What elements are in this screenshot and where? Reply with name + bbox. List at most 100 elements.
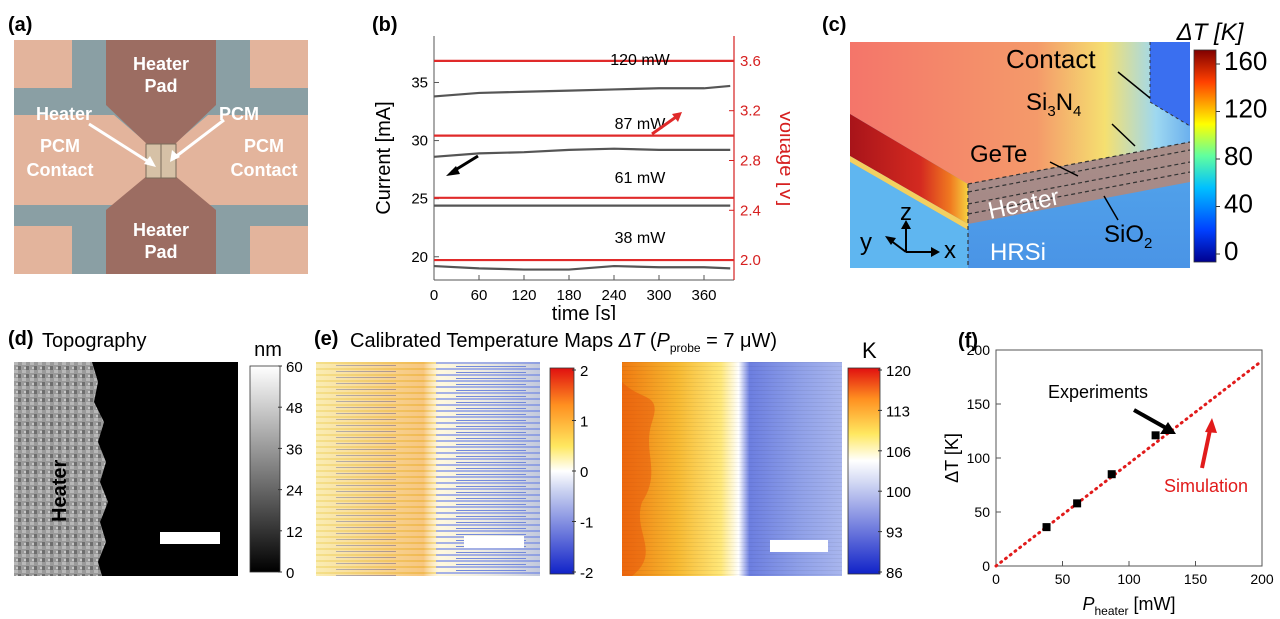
panel-f-experiment-point-3 xyxy=(1151,431,1160,440)
panel-b-x-tick-1: 60 xyxy=(471,287,488,304)
panel-e-colorbar-2-tick-1: 113 xyxy=(886,403,910,420)
panel-b-x-tick-5: 300 xyxy=(646,287,671,304)
panel-b-y-tick-1: 25 xyxy=(411,191,428,208)
panel-b-x-tick-4: 240 xyxy=(601,287,626,304)
panel-e-title: Calibrated Temperature Maps ΔT (Pprobe =… xyxy=(350,330,778,355)
panel-f-x-tick-3: 150 xyxy=(1184,571,1208,587)
panel-c-axis-y: y xyxy=(860,229,872,256)
panel-b-y2-tick-4: 3.6 xyxy=(740,53,761,70)
panel-c-gete-label: GeTe xyxy=(970,141,1027,168)
panel-c-colorbar-tick-4: 0 xyxy=(1224,236,1238,266)
panel-e-colorbar-1-tick-1: 1 xyxy=(580,414,588,431)
panel-b-y2label: Voltage [V] xyxy=(775,110,790,207)
panel-b-red-arrow xyxy=(651,115,677,136)
panel-a-micrograph: Heater Pad Heater Pad PCM Contact PCM Co… xyxy=(14,40,308,274)
panel-d-colorbar-tick-1: 48 xyxy=(286,400,303,417)
panel-a-left-contact-line2: Contact xyxy=(27,160,94,180)
panel-f-simulation-label: Simulation xyxy=(1164,476,1248,496)
panel-f-simulation-arrow xyxy=(1200,429,1212,469)
panel-c-colorbar-tick-0: 160 xyxy=(1224,46,1267,76)
panel-a-pcm-arrow-label: PCM xyxy=(219,104,259,124)
panel-f-x-tick-4: 200 xyxy=(1250,571,1274,587)
panel-c-colorbar-title: ΔT [K] xyxy=(1176,19,1245,46)
panel-f-chart: 0 50 100 150 200 0 50 100 150 200 Pheater [mW] ΔT [… xyxy=(942,342,1274,618)
panel-c-sio2-label: SiO2 xyxy=(1104,221,1152,252)
panel-a-right-contact-line1: PCM xyxy=(244,136,284,156)
panel-b-x-tick-3: 180 xyxy=(556,287,581,304)
panel-f-ylabel: ΔT [K] xyxy=(942,433,962,483)
panel-c-label: (c) xyxy=(822,14,847,36)
panel-e-colorbar-1-tick-3: -1 xyxy=(580,515,593,532)
panel-f-xlabel: Pheater [mW] xyxy=(1082,594,1175,618)
panel-b-label: (b) xyxy=(372,14,398,36)
panel-b-y-tick-3: 35 xyxy=(411,74,428,91)
panel-d-heater-text: Heater xyxy=(49,460,71,522)
panel-c-colorbar-tick-1: 120 xyxy=(1224,94,1267,124)
panel-b-current-line-3 xyxy=(433,264,731,271)
panel-c-axis-z: z xyxy=(900,199,912,226)
panel-e-colorbar-1-tick-4: -2 xyxy=(580,565,593,578)
panel-e-colorbar-2-tick-2: 106 xyxy=(886,444,911,461)
panel-f-experiment-point-1 xyxy=(1073,499,1082,508)
panel-b-power-label-3: 38 mW xyxy=(615,230,667,247)
panel-a-left-contact-line1: PCM xyxy=(40,136,80,156)
panel-d-colorbar-tick-4: 12 xyxy=(286,524,303,541)
panel-b-x-tick-6: 360 xyxy=(691,287,716,304)
panel-c-colorbar-tick-3: 40 xyxy=(1224,189,1253,219)
panel-a-bottom-pad-line1: Heater xyxy=(133,220,189,240)
panel-f-experiments-label: Experiments xyxy=(1048,382,1148,402)
panel-c-colorbar xyxy=(1193,49,1217,263)
panel-e-colorbar-2-tick-5: 86 xyxy=(886,565,903,582)
panel-e-label: (e) xyxy=(314,328,339,350)
panel-d-colorbar-tick-5: 0 xyxy=(286,565,294,582)
panel-b-y-tick-0: 20 xyxy=(411,249,428,266)
panel-e-colorbar-1-tick-0: 2 xyxy=(580,366,588,380)
panel-f-experiments-arrow xyxy=(1133,408,1167,430)
panel-c-hrsi-label: HRSi xyxy=(990,239,1046,266)
panel-e-colorbar-2-tick-4: 93 xyxy=(886,525,903,542)
panel-f-x-tick-0: 0 xyxy=(992,571,1000,587)
panel-e-map-1 xyxy=(316,362,540,576)
panel-c-colorbar-tick-2: 80 xyxy=(1224,141,1253,171)
panel-a-top-pad-line2: Pad xyxy=(144,76,177,96)
panel-d-label: (d) xyxy=(8,328,34,350)
panel-b-power-label-2: 61 mW xyxy=(615,170,667,187)
panel-b-current-line-0 xyxy=(433,84,731,98)
panel-d-topography-map: Heater xyxy=(14,362,238,576)
panel-f-experiment-point-2 xyxy=(1107,470,1116,479)
panel-e-colorbar-2-unit: K xyxy=(862,338,877,363)
panel-f-y-tick-3: 150 xyxy=(967,396,991,412)
panel-c-si3n4-label: Si3N4 xyxy=(1026,89,1081,120)
panel-f-experiment-point-0 xyxy=(1042,523,1051,532)
panel-d-title: Topography xyxy=(42,330,147,352)
panel-b-chart: 0 60 120 180 240 300 360 20 25 30 35 2.0 2.4 2.8 3.2 3.… xyxy=(373,36,790,320)
panel-b-y2-tick-2: 2.8 xyxy=(740,152,761,169)
panel-d-colorbar: nm 60 48 36 24 12 0 xyxy=(249,339,303,582)
panel-b-xlabel: time [s] xyxy=(552,303,616,320)
panel-f-y-tick-0: 0 xyxy=(982,558,990,574)
panel-e-colorbar-1: 2 1 0 -1 -2 xyxy=(549,366,593,578)
panel-f-y-tick-1: 50 xyxy=(974,504,990,520)
panel-b-ylabel: Current [mA] xyxy=(373,101,395,214)
panel-a-bottom-pad-line2: Pad xyxy=(144,242,177,262)
panel-b-y2-tick-3: 3.2 xyxy=(740,103,761,120)
panel-b-power-label-1: 87 mW xyxy=(615,116,667,133)
panel-f-y-tick-4: 200 xyxy=(967,342,991,358)
panel-b-y2-tick-1: 2.4 xyxy=(740,202,761,219)
panel-d-colorbar-tick-2: 36 xyxy=(286,441,303,458)
panel-e-colorbar-2: K 120 113 106 100 93 86 xyxy=(847,338,911,582)
panel-b-y-tick-2: 30 xyxy=(411,133,428,150)
panel-e-map-2 xyxy=(622,362,842,576)
panel-b-x-tick-2: 120 xyxy=(511,287,536,304)
panel-c-axis-x: x xyxy=(944,237,956,264)
panel-c-contact-label: Contact xyxy=(1006,44,1096,74)
panel-e-colorbar-2-tick-3: 100 xyxy=(886,484,911,501)
panel-b-current-line-1 xyxy=(433,147,731,158)
panel-f-y-tick-2: 100 xyxy=(967,450,991,466)
panel-e-colorbar-2-tick-0: 120 xyxy=(886,363,911,380)
panel-f-x-tick-2: 100 xyxy=(1117,571,1141,587)
panel-b-x-tick-0: 0 xyxy=(430,287,438,304)
panel-b-power-label-0: 120 mW xyxy=(610,52,670,69)
panel-d-colorbar-tick-0: 60 xyxy=(286,359,303,376)
panel-e-colorbar-1-tick-2: 0 xyxy=(580,464,588,481)
